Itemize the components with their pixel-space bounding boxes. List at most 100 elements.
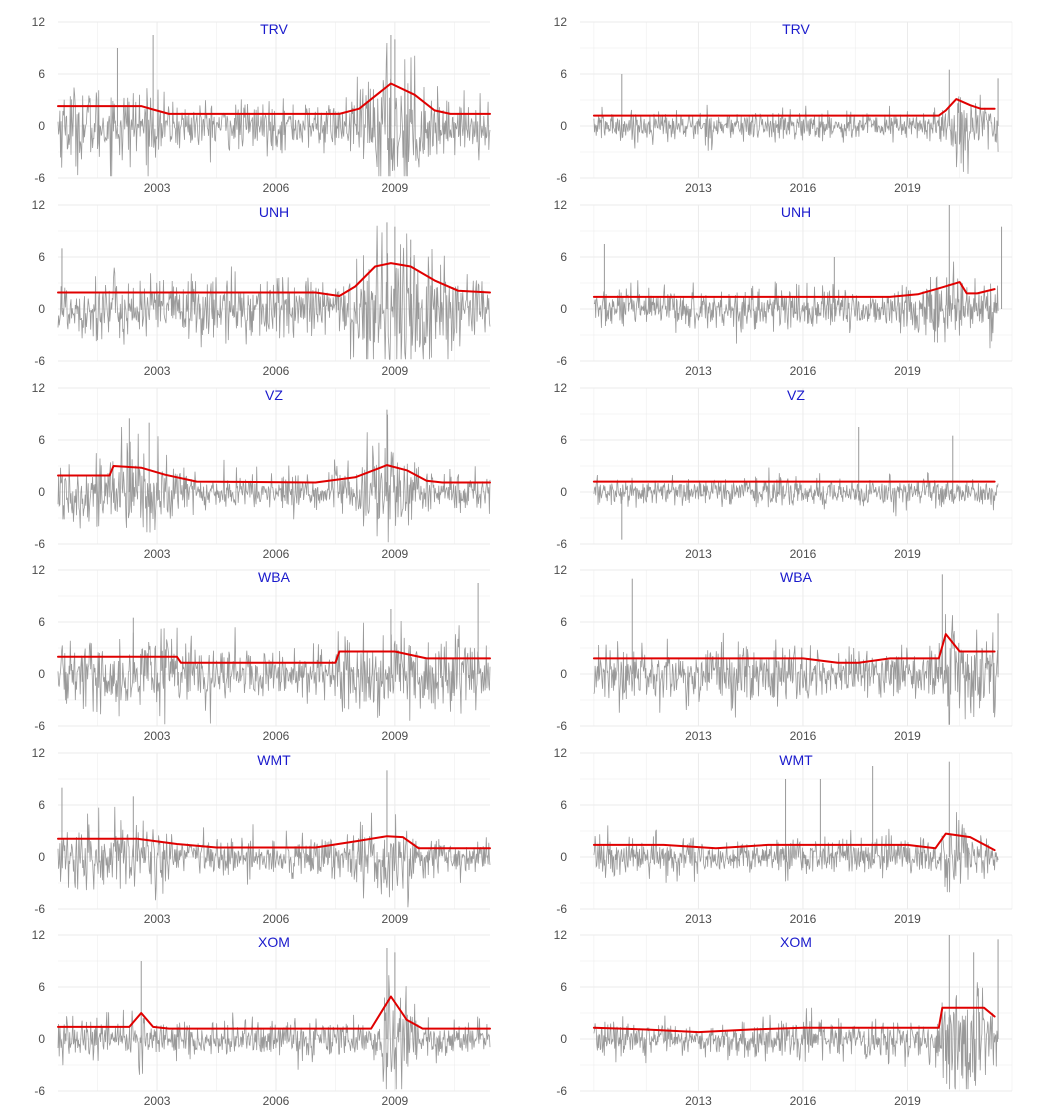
y-tick-label: 6 [560, 615, 567, 629]
y-tick-label: 6 [560, 67, 567, 81]
x-tick-label: 2006 [263, 364, 290, 378]
y-tick-label: 12 [554, 15, 568, 29]
returns-series-line [57, 620, 491, 725]
x-tick-label: 2016 [790, 912, 817, 926]
x-tick-label: 2019 [894, 912, 921, 926]
panel-title: VZ [265, 387, 283, 403]
x-tick-label: 2006 [263, 181, 290, 195]
x-tick-label: 2013 [685, 912, 712, 926]
y-tick-label: 0 [560, 485, 567, 499]
x-tick-label: 2003 [144, 181, 171, 195]
y-tick-label: 0 [38, 850, 45, 864]
x-tick-label: 2016 [790, 729, 817, 743]
x-tick-label: 2013 [685, 364, 712, 378]
panel-wba-left: -6 0 6 12 2003 2006 2009 WBA [32, 563, 491, 743]
x-tick-label: 2009 [382, 181, 409, 195]
panel-title: VZ [787, 387, 805, 403]
x-tick-label: 2006 [263, 547, 290, 561]
x-tick-label: 2006 [263, 1094, 290, 1108]
y-tick-label: 6 [560, 250, 567, 264]
x-tick-label: 2009 [382, 912, 409, 926]
x-tick-label: 2019 [894, 1094, 921, 1108]
volatility-series-line [592, 633, 996, 664]
y-tick-label: 6 [38, 250, 45, 264]
x-tick-label: 2013 [685, 547, 712, 561]
x-tick-label: 2019 [894, 181, 921, 195]
volatility-series-line [592, 1006, 996, 1034]
panel-title: TRV [782, 21, 810, 37]
panel-title: TRV [260, 21, 288, 37]
y-tick-label: 6 [38, 615, 45, 629]
returns-series-line [593, 614, 999, 725]
panel-wmt-left: -6 0 6 12 2003 2006 2009 WMT [32, 746, 491, 926]
y-tick-label: 12 [554, 381, 568, 395]
volatility-series-line [57, 995, 491, 1030]
panel-wmt-right: -6 0 6 12 2013 2016 2019 WMT [554, 746, 1013, 926]
returns-series-line [593, 94, 999, 174]
panel-title: XOM [258, 934, 290, 950]
panel-unh-right: -6 0 6 12 2013 2016 2019 UNH [554, 198, 1013, 378]
panel-xom-left: -6 0 6 12 2003 2006 2009 XOM [32, 928, 491, 1108]
panel-title: UNH [781, 204, 811, 220]
x-tick-label: 2009 [382, 729, 409, 743]
y-tick-label: -6 [556, 902, 567, 916]
panel-unh-left: -6 0 6 12 2003 2006 2009 UNH [32, 198, 491, 378]
y-tick-label: 12 [32, 381, 46, 395]
x-tick-label: 2016 [790, 1094, 817, 1108]
x-tick-label: 2019 [894, 364, 921, 378]
y-tick-label: -6 [34, 171, 45, 185]
y-tick-label: 0 [560, 667, 567, 681]
y-tick-label: 6 [560, 798, 567, 812]
returns-series-line [57, 225, 491, 360]
y-tick-label: -6 [34, 719, 45, 733]
y-tick-label: 6 [38, 980, 45, 994]
y-tick-label: 6 [38, 67, 45, 81]
x-tick-label: 2003 [144, 364, 171, 378]
panel-title: XOM [780, 934, 812, 950]
x-tick-label: 2016 [790, 364, 817, 378]
x-tick-label: 2013 [685, 181, 712, 195]
panel-title: WMT [257, 752, 291, 768]
y-tick-label: 0 [38, 1032, 45, 1046]
y-tick-label: 0 [560, 119, 567, 133]
y-tick-label: 0 [38, 119, 45, 133]
y-tick-label: -6 [34, 537, 45, 551]
panel-vz-right: -6 0 6 12 2013 2016 2019 VZ [554, 381, 1013, 561]
y-tick-label: 0 [560, 850, 567, 864]
panel-title: WBA [258, 569, 291, 585]
volatility-series-line [592, 832, 996, 852]
volatility-series-line [57, 82, 491, 115]
y-tick-label: 0 [38, 302, 45, 316]
x-tick-label: 2003 [144, 547, 171, 561]
y-tick-label: -6 [34, 354, 45, 368]
returns-series-line [57, 414, 491, 543]
returns-series-line [593, 467, 999, 517]
x-tick-label: 2019 [894, 547, 921, 561]
panel-title: WBA [780, 569, 813, 585]
y-tick-label: 12 [554, 928, 568, 942]
panel-wba-right: -6 0 6 12 2013 2016 2019 WBA [554, 563, 1013, 743]
volatility-series-line [57, 262, 491, 297]
y-tick-label: 6 [560, 980, 567, 994]
x-tick-label: 2003 [144, 729, 171, 743]
y-tick-label: -6 [556, 171, 567, 185]
y-tick-label: 12 [32, 563, 46, 577]
y-tick-label: 12 [554, 746, 568, 760]
x-tick-label: 2006 [263, 729, 290, 743]
y-tick-label: -6 [34, 902, 45, 916]
x-tick-label: 2016 [790, 547, 817, 561]
y-tick-label: 6 [38, 433, 45, 447]
panel-trv-right: -6 0 6 12 2013 2016 2019 TRV [554, 15, 1013, 195]
y-tick-label: -6 [556, 719, 567, 733]
x-tick-label: 2003 [144, 912, 171, 926]
panel-trv-left: -6 0 6 12 2003 2006 2009 TRV [32, 15, 491, 195]
returns-series-line [593, 982, 999, 1090]
y-tick-label: 12 [32, 198, 46, 212]
volatility-series-line [592, 98, 996, 117]
y-tick-label: 0 [38, 667, 45, 681]
returns-series-line [57, 42, 491, 177]
y-tick-label: 0 [38, 485, 45, 499]
x-tick-label: 2009 [382, 1094, 409, 1108]
returns-series-line [57, 975, 491, 1090]
